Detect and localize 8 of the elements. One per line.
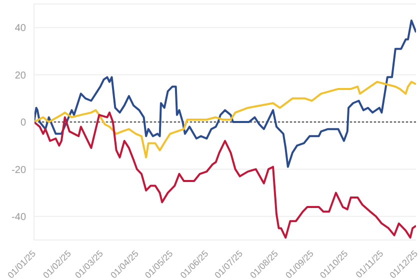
line-series xyxy=(34,80,416,158)
y-tick-label: -40 xyxy=(12,212,26,223)
line-series xyxy=(34,20,416,168)
y-tick-label: 20 xyxy=(14,70,26,82)
y-tick-label: 0 xyxy=(20,118,26,129)
y-tick-label: 40 xyxy=(14,23,26,34)
line-series xyxy=(34,112,416,239)
y-tick-label: -20 xyxy=(12,164,26,176)
